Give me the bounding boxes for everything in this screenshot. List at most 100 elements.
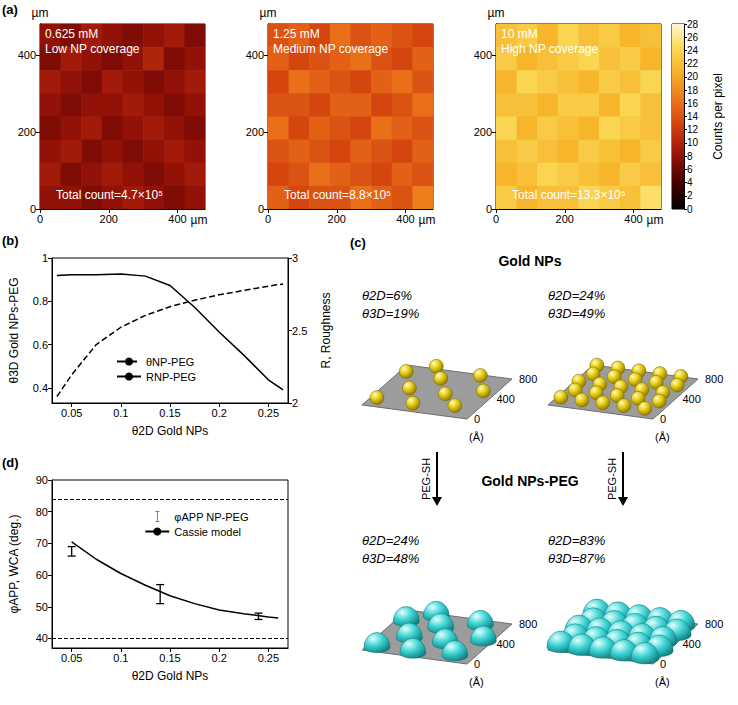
svg-text:µm: µm [32,6,49,20]
svg-text:θ3D=19%: θ3D=19% [362,306,419,321]
svg-text:400: 400 [497,638,515,650]
svg-text:Total count=13.3×10⁵: Total count=13.3×10⁵ [512,188,626,202]
svg-text:0.15: 0.15 [159,407,180,419]
svg-text:70: 70 [36,537,48,549]
svg-text:400: 400 [474,49,492,61]
svg-text:14: 14 [687,111,699,122]
svg-text:0: 0 [37,213,43,225]
svg-text:0.1: 0.1 [113,407,128,419]
svg-text:θ3D=49%: θ3D=49% [548,306,605,321]
svg-text:0: 0 [474,413,480,425]
svg-text:800: 800 [519,373,537,385]
svg-text:0.25: 0.25 [258,652,279,664]
svg-text:40: 40 [36,632,48,644]
svg-text:8: 8 [687,151,693,162]
svg-text:800: 800 [519,618,537,630]
svg-text:PEG-SH: PEG-SH [420,458,432,500]
svg-text:60: 60 [36,569,48,581]
svg-text:0.625 mM: 0.625 mM [45,27,98,41]
svg-text:(a): (a) [2,2,18,17]
svg-text:200: 200 [18,126,36,138]
svg-text:90: 90 [36,474,48,486]
svg-text:400: 400 [168,213,186,225]
svg-text:RNP-PEG: RNP-PEG [146,371,196,383]
svg-text:Gold NPs: Gold NPs [498,253,561,269]
svg-text:50: 50 [36,601,48,613]
svg-text:0.6: 0.6 [33,339,48,351]
svg-text:3: 3 [292,252,298,264]
svg-text:200: 200 [100,213,118,225]
svg-text:16: 16 [687,98,699,109]
svg-text:200: 200 [556,213,574,225]
svg-text:0: 0 [474,658,480,670]
svg-text:0: 0 [687,204,693,215]
svg-text:Gold NPs-PEG: Gold NPs-PEG [481,473,578,489]
svg-text:0: 0 [660,658,666,670]
svg-text:400: 400 [497,393,515,405]
svg-text:µm: µm [260,6,277,20]
svg-text:2.5: 2.5 [292,325,307,337]
svg-text:φAPP, WCA (deg.): φAPP, WCA (deg.) [7,515,21,614]
svg-text:0: 0 [258,203,264,215]
svg-text:22: 22 [687,58,699,69]
svg-text:20: 20 [687,71,699,82]
svg-text:12: 12 [687,124,699,135]
svg-text:µm: µm [419,213,436,227]
svg-text:0.05: 0.05 [61,652,82,664]
svg-text:θ3D=48%: θ3D=48% [362,551,419,566]
svg-text:(Å): (Å) [469,676,484,688]
svg-text:0: 0 [660,413,666,425]
svg-text:Total count=8.8×10⁵: Total count=8.8×10⁵ [284,188,391,202]
svg-text:400: 400 [624,213,642,225]
svg-text:2: 2 [687,190,693,201]
svg-text:µm: µm [488,6,505,20]
svg-text:10: 10 [687,137,699,148]
svg-text:(Å): (Å) [655,676,670,688]
svg-text:800: 800 [705,373,723,385]
svg-text:80: 80 [36,506,48,518]
svg-text:High NP coverage: High NP coverage [501,42,598,56]
svg-text:26: 26 [687,32,699,43]
svg-text:18: 18 [687,85,699,96]
svg-text:Low NP coverage: Low NP coverage [45,42,140,56]
svg-text:200: 200 [246,126,264,138]
svg-text:0: 0 [486,203,492,215]
svg-text:0.25: 0.25 [258,407,279,419]
svg-text:1.25 mM: 1.25 mM [273,27,320,41]
svg-text:0: 0 [265,213,271,225]
svg-text:Cassie model: Cassie model [174,526,241,538]
svg-text:Medium NP coverage: Medium NP coverage [273,42,388,56]
svg-text:0.2: 0.2 [212,652,227,664]
svg-text:(c): (c) [350,235,366,250]
svg-text:µm: µm [191,213,208,227]
svg-text:400: 400 [683,638,701,650]
svg-text:0: 0 [493,213,499,225]
svg-text:400: 400 [246,49,264,61]
svg-text:θ2D Gold NPs: θ2D Gold NPs [132,424,209,438]
svg-text:0.1: 0.1 [113,652,128,664]
svg-text:200: 200 [474,126,492,138]
svg-text:θ2D Gold NPs: θ2D Gold NPs [132,669,209,683]
svg-text:800: 800 [705,618,723,630]
svg-text:θ3D=87%: θ3D=87% [548,551,605,566]
svg-text:0.4: 0.4 [33,382,48,394]
svg-text:Counts per pixel: Counts per pixel [711,73,725,160]
svg-text:400: 400 [683,393,701,405]
svg-text:400: 400 [18,49,36,61]
svg-text:(d): (d) [2,455,19,470]
svg-text:(Å): (Å) [469,431,484,443]
svg-text:400: 400 [396,213,414,225]
svg-text:φAPP NP-PEG: φAPP NP-PEG [174,511,248,523]
svg-text:0.8: 0.8 [33,295,48,307]
svg-text:1: 1 [42,252,48,264]
svg-text:PEG-SH: PEG-SH [606,458,618,500]
svg-text:θNP-PEG: θNP-PEG [146,356,194,368]
svg-text:24: 24 [687,45,699,56]
svg-text:10 mM: 10 mM [501,27,538,41]
svg-text:θ3D Gold NPs-PEG: θ3D Gold NPs-PEG [7,277,21,383]
svg-text:R, Roughness: R, Roughness [319,292,333,368]
svg-text:θ2D=83%: θ2D=83% [548,533,605,548]
svg-text:4: 4 [687,177,693,188]
svg-text:θ2D=6%: θ2D=6% [362,288,412,303]
svg-text:6: 6 [687,164,693,175]
